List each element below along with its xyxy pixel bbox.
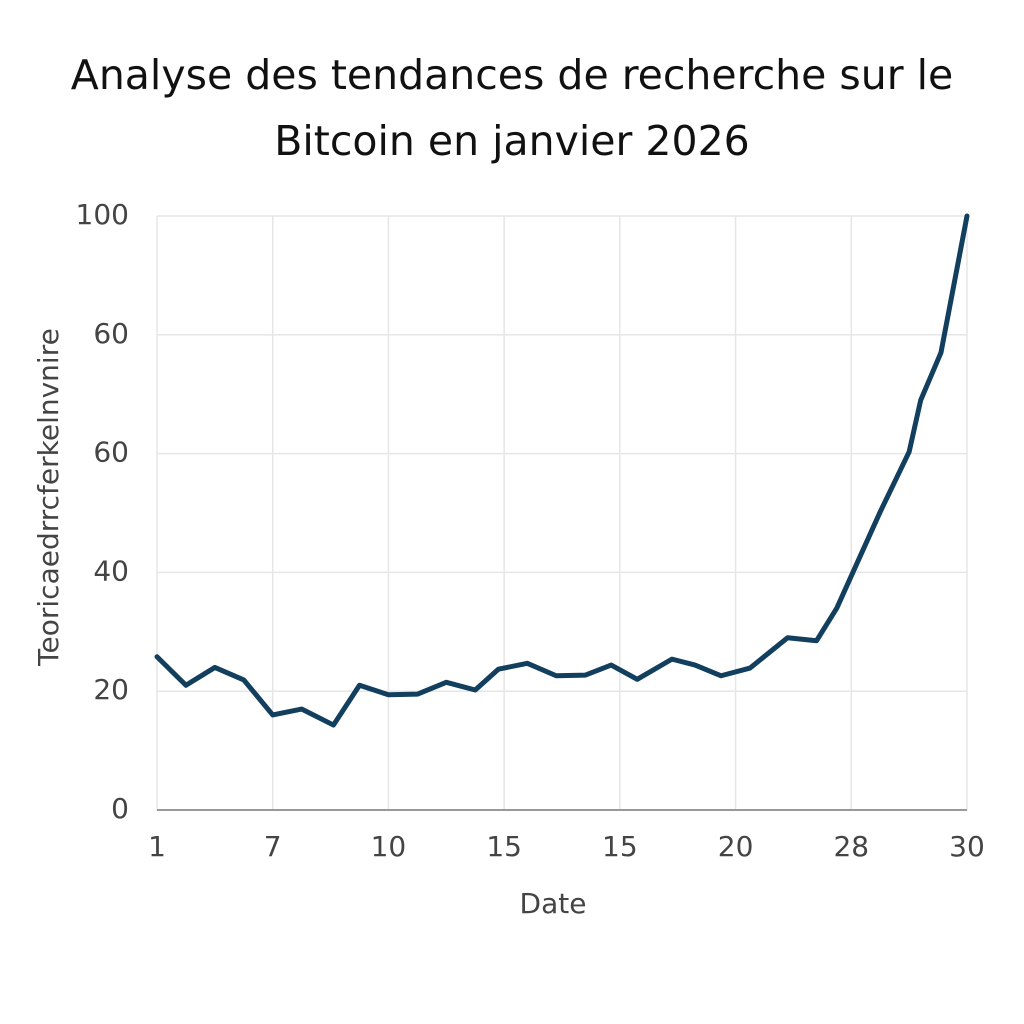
y-tick-label: 0 — [111, 792, 129, 825]
x-tick-label: 28 — [833, 830, 869, 863]
y-tick-label: 100 — [76, 198, 129, 231]
y-tick-label: 40 — [93, 554, 129, 587]
y-tick-label: 60 — [93, 317, 129, 350]
x-tick-label: 10 — [371, 830, 407, 863]
chart-title: Analyse des tendances de recherche sur l… — [70, 51, 954, 165]
x-tick-label: 7 — [264, 830, 282, 863]
x-tick-label: 1 — [148, 830, 166, 863]
x-axis-label: Date — [520, 887, 587, 920]
x-tick-label: 15 — [486, 830, 522, 863]
y-tick-label: 20 — [93, 673, 129, 706]
x-tick-label: 30 — [949, 830, 985, 863]
data-line — [154, 213, 970, 728]
y-axis-label: Teoricaedrrcferkelnvnire — [32, 328, 65, 667]
y-tick-label: 60 — [93, 436, 129, 469]
x-tick-label: 15 — [602, 830, 638, 863]
x-tick-label: 20 — [718, 830, 754, 863]
